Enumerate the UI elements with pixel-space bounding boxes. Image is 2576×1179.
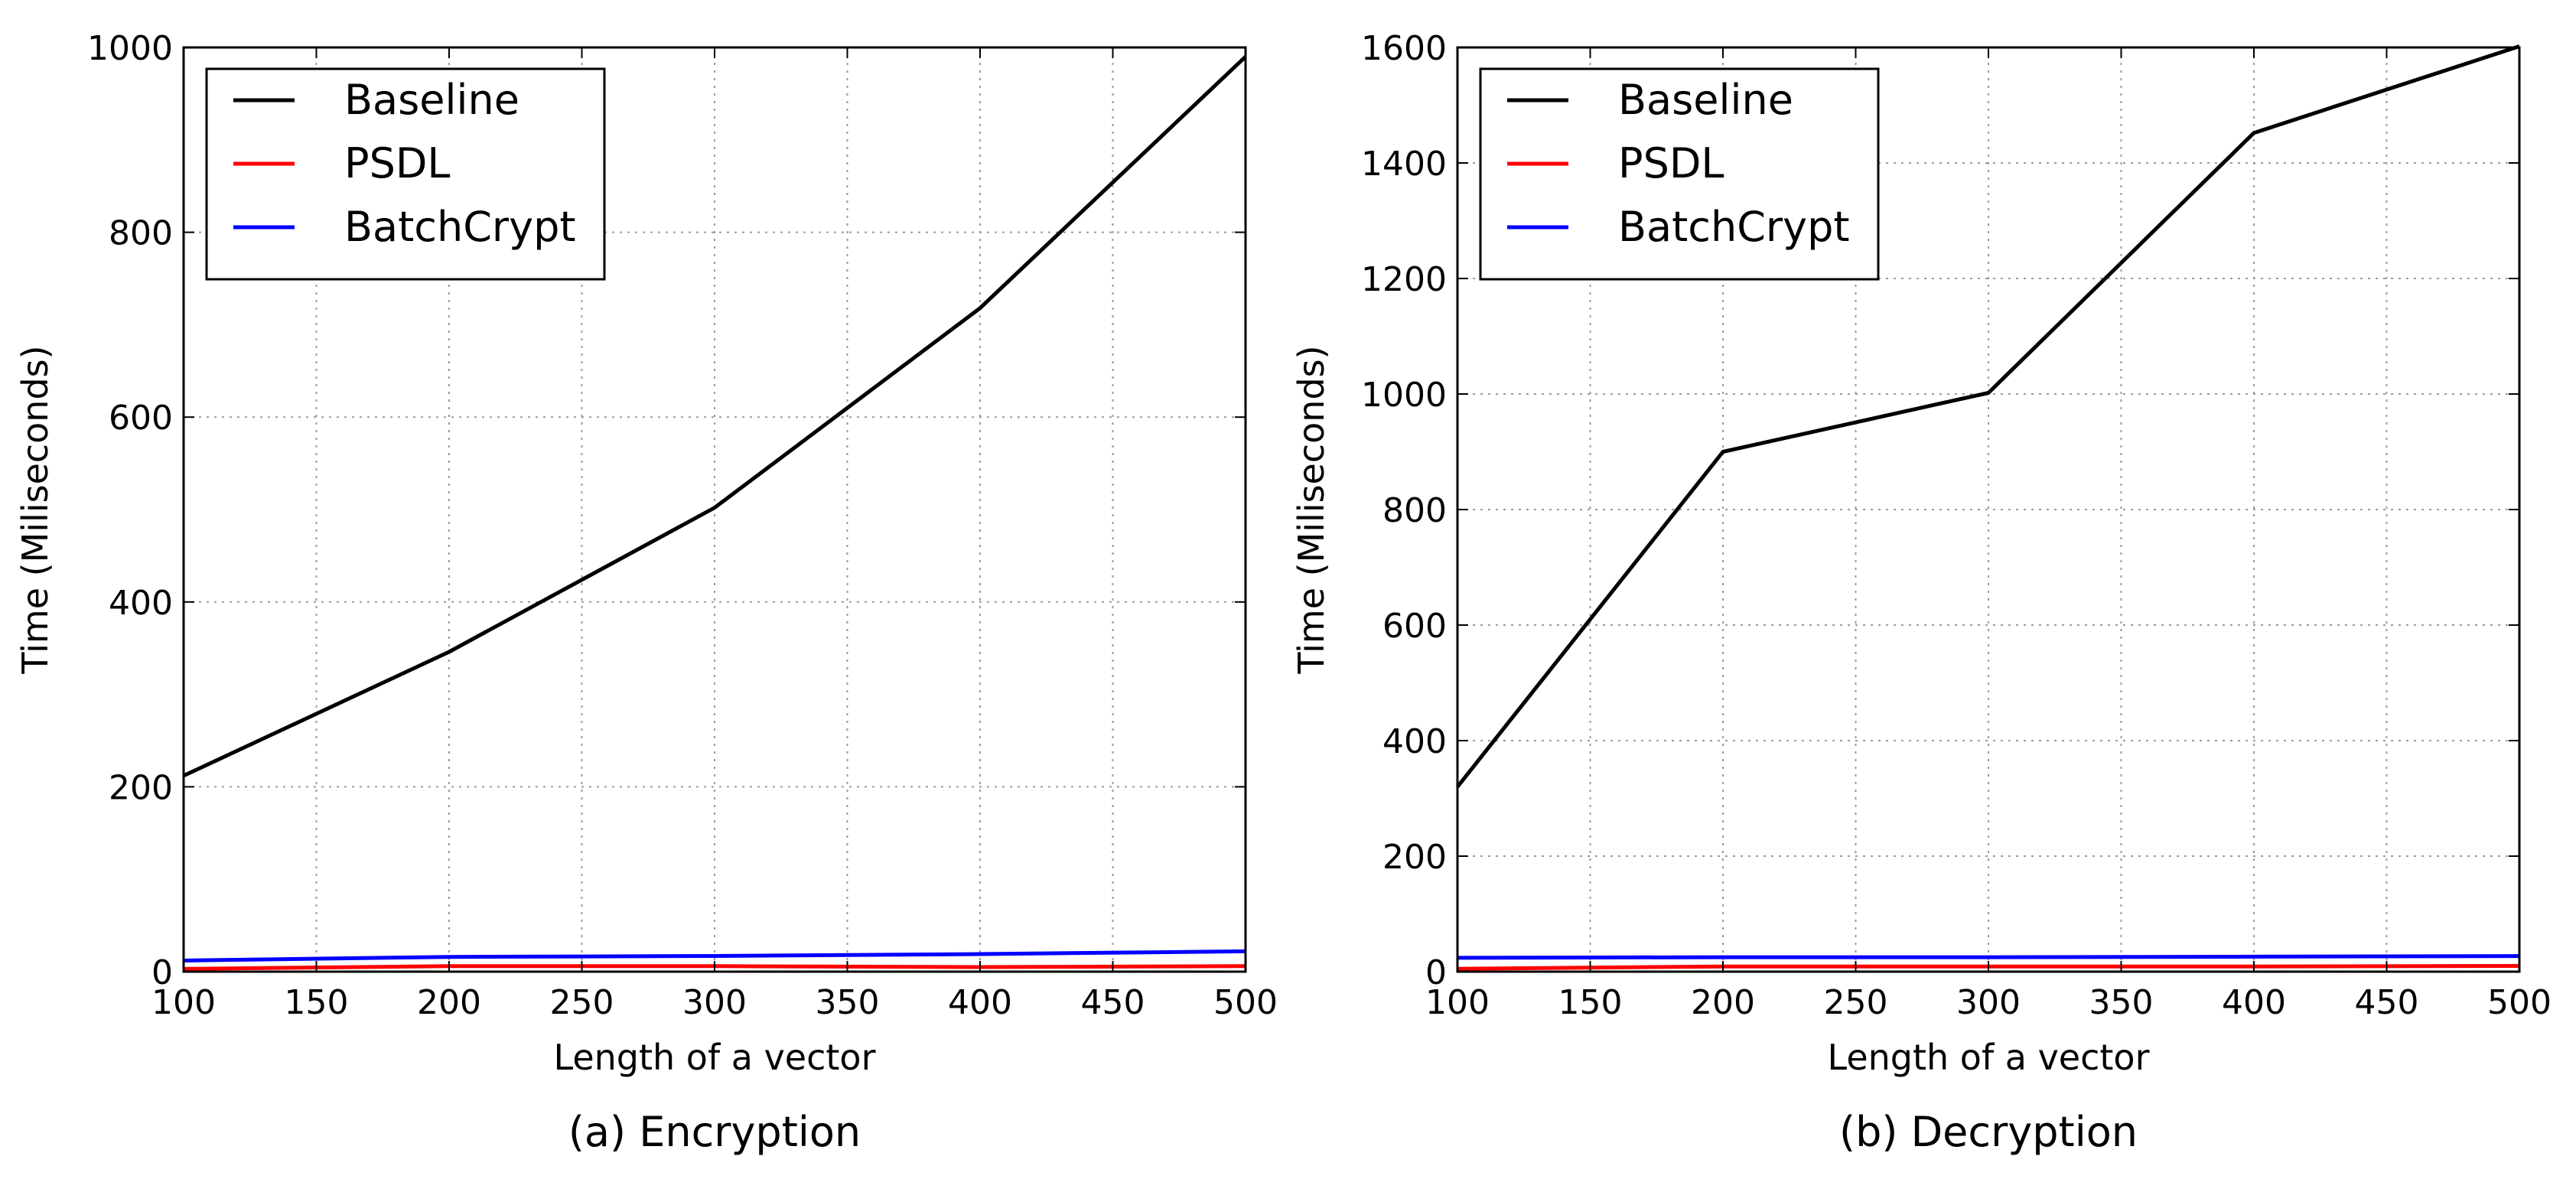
x-tick-label: 500 (1213, 983, 1278, 1022)
y-tick-label: 1000 (1361, 376, 1447, 415)
x-tick-label: 300 (682, 983, 747, 1022)
y-tick-label: 1000 (87, 29, 173, 68)
legend: Baseline PSDL BatchCrypt (205, 67, 606, 281)
y-tick-label: 1600 (1361, 29, 1447, 68)
x-tick-label: 400 (2222, 983, 2286, 1022)
x-tick-label: 100 (1425, 983, 1490, 1022)
x-tick-label: 250 (550, 983, 614, 1022)
y-axis-label: Time (Miliseconds) (1291, 345, 1332, 674)
legend-label-batchcrypt: BatchCrypt (1618, 203, 1850, 251)
x-tick-label: 200 (417, 983, 481, 1022)
x-tick-label: 200 (1691, 983, 1755, 1022)
y-tick-label: 600 (109, 399, 173, 438)
legend-box (1479, 67, 1880, 281)
y-tick-label: 200 (109, 768, 173, 807)
x-tick-label: 100 (151, 983, 216, 1022)
x-tick-label: 350 (2089, 983, 2154, 1022)
series-line-batchcrypt (1457, 954, 2520, 960)
legend: Baseline PSDL BatchCrypt (1479, 67, 1880, 281)
legend-label-baseline: Baseline (1618, 76, 1793, 124)
x-tick-label: 150 (285, 983, 349, 1022)
y-tick-label: 1200 (1361, 260, 1447, 299)
x-tick-label: 250 (1824, 983, 1888, 1022)
x-tick-label: 350 (816, 983, 880, 1022)
x-tick-label: 400 (948, 983, 1012, 1022)
x-tick-label: 150 (1558, 983, 1623, 1022)
x-tick-label: 300 (1956, 983, 2021, 1022)
x-axis-label: Length of a vector (1828, 1037, 2150, 1078)
legend-label-psdl: PSDL (344, 139, 451, 187)
y-tick-label: 400 (1382, 722, 1447, 761)
chart-caption: (b) Decryption (1839, 1108, 2138, 1156)
y-axis-label: Time (Miliseconds) (15, 345, 56, 674)
legend-label-baseline: Baseline (344, 76, 519, 124)
y-tick-label: 400 (109, 584, 173, 623)
legend-label-psdl: PSDL (1618, 139, 1724, 187)
y-tick-label: 0 (1425, 953, 1447, 992)
x-tick-label: 450 (2355, 983, 2419, 1022)
chart-panel-decryption: 100 150 200 250 300 350 400 450 500 0 200 400 600 800… (1291, 29, 2552, 1156)
y-tick-label: 600 (1382, 607, 1447, 646)
x-axis-label: Length of a vector (554, 1037, 876, 1078)
y-tick-label: 800 (109, 214, 173, 253)
y-tick-label: 800 (1382, 491, 1447, 530)
x-tick-label: 500 (2487, 983, 2552, 1022)
legend-box (205, 67, 606, 281)
legend-label-batchcrypt: BatchCrypt (344, 203, 576, 251)
y-tick-label: 200 (1382, 838, 1447, 877)
chart-panel-encryption: 100 150 200 250 300 350 400 450 500 0 200 400 600 800… (15, 29, 1278, 1156)
x-tick-label: 450 (1081, 983, 1145, 1022)
y-tick-label: 1400 (1361, 145, 1447, 184)
chart-caption: (a) Encryption (568, 1108, 861, 1156)
y-tick-label: 0 (151, 953, 173, 992)
